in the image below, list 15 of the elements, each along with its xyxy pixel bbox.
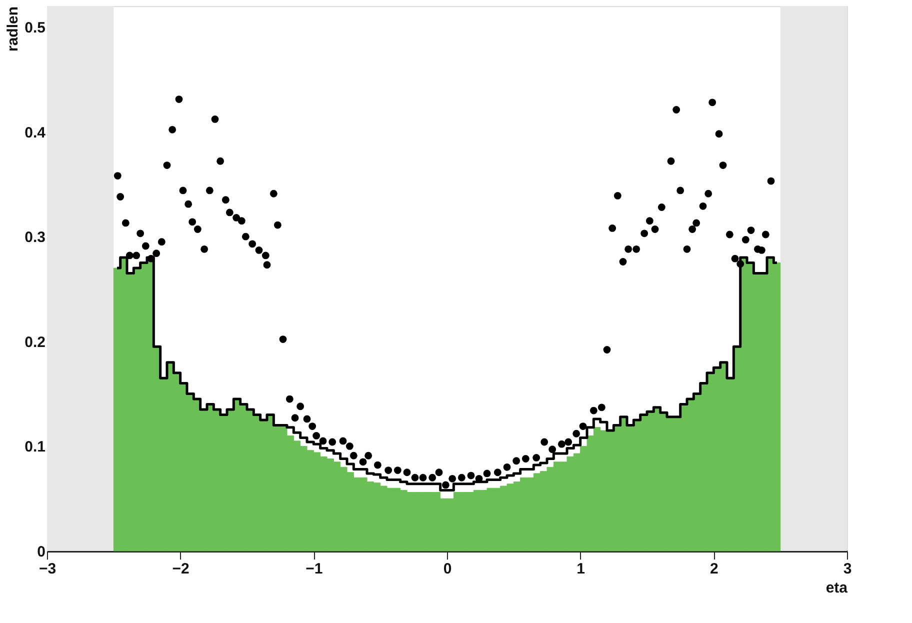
y-tick-label: 0 [37, 544, 46, 560]
x-tick-label: 3 [843, 560, 852, 578]
y-axis-title: radlen [4, 6, 22, 52]
y-tick-label: 0.2 [24, 334, 46, 351]
x-tick-label: 1 [576, 560, 586, 578]
x-tick-label: 0 [443, 560, 452, 578]
y-tick-label: 0.3 [24, 229, 46, 246]
y-tick-label: 0.1 [24, 438, 46, 456]
y-tick-label: 0.4 [24, 124, 46, 142]
y-tick-label: 0.5 [24, 19, 46, 36]
x-tick-label: −2 [172, 560, 190, 578]
x-tick-label: −3 [38, 560, 56, 578]
x-axis-title: eta [826, 580, 848, 596]
x-tick-label: 2 [710, 560, 718, 578]
x-tick-label: −1 [306, 560, 323, 578]
